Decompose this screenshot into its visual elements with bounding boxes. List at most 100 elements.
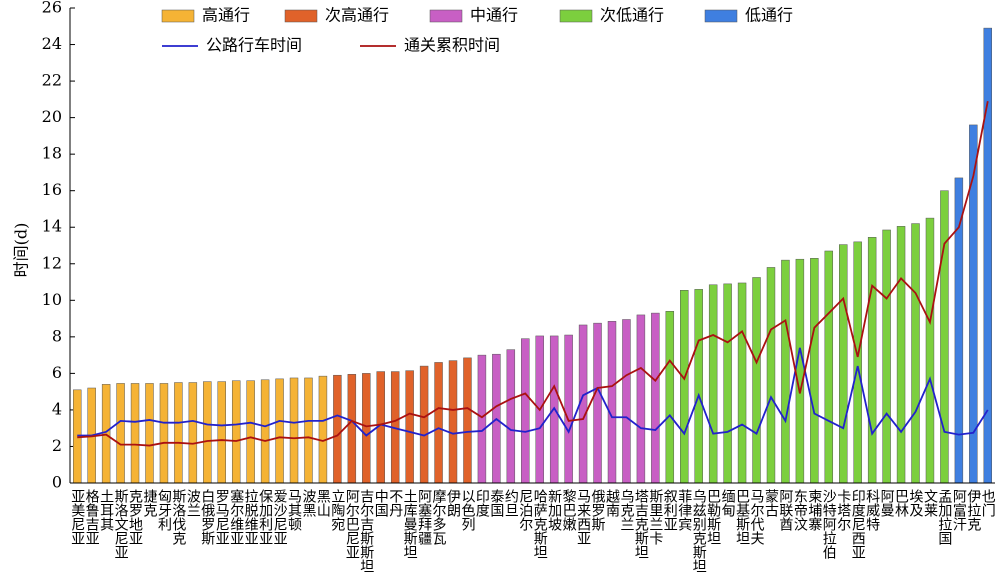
x-tick-label: 印度尼西亚 bbox=[850, 489, 866, 559]
x-tick-label: 尼泊尔 bbox=[517, 489, 533, 531]
y-tick-label: 6 bbox=[52, 363, 62, 382]
x-tick-label: 阿塞拜疆 bbox=[416, 489, 432, 545]
legend-label: 通关累积时间 bbox=[404, 36, 500, 55]
y-axis-label: 时间(d) bbox=[12, 223, 31, 278]
x-tick-label: 菲律宾 bbox=[676, 489, 692, 531]
bar bbox=[275, 378, 284, 484]
bar bbox=[448, 360, 458, 484]
bar bbox=[680, 290, 689, 484]
x-tick-label: 缅甸 bbox=[720, 489, 736, 518]
bar bbox=[752, 277, 761, 484]
x-tick-label: 阿曼 bbox=[879, 489, 895, 517]
bar bbox=[419, 365, 429, 484]
x-tick-label: 阿尔巴尼亚 bbox=[344, 489, 360, 559]
bar bbox=[723, 283, 732, 484]
x-tick-label: 罗马尼亚 bbox=[214, 489, 230, 545]
x-tick-label: 马尔代夫 bbox=[749, 489, 765, 545]
legend-label: 低通行 bbox=[745, 6, 793, 25]
bar bbox=[246, 380, 255, 484]
legend-label: 次低通行 bbox=[600, 6, 664, 25]
y-tick-label: 0 bbox=[52, 473, 62, 492]
x-tick-label: 乌兹别克斯坦 bbox=[691, 489, 707, 573]
bar bbox=[708, 284, 718, 484]
x-tick-label: 也门 bbox=[980, 489, 996, 518]
x-tick-label: 波兰 bbox=[185, 489, 201, 517]
x-tick-label: 阿联酋 bbox=[777, 489, 793, 531]
bar bbox=[405, 370, 414, 484]
bar bbox=[159, 383, 169, 484]
bar bbox=[896, 226, 906, 484]
bar bbox=[477, 354, 487, 484]
x-tick-label: 亚美尼亚 bbox=[69, 489, 85, 545]
x-tick-label: 蒙古 bbox=[763, 489, 779, 517]
x-tick-label: 马其顿 bbox=[286, 489, 302, 531]
x-tick-label: 以色列 bbox=[459, 489, 475, 532]
bar bbox=[867, 237, 877, 484]
x-tick-label: 土库曼斯坦 bbox=[402, 489, 418, 559]
bar bbox=[116, 383, 125, 484]
bar bbox=[925, 217, 935, 484]
x-tick-label: 东帝汶 bbox=[792, 489, 808, 531]
bar bbox=[463, 357, 472, 484]
x-tick-label: 印度 bbox=[474, 489, 490, 517]
bar bbox=[101, 384, 111, 484]
y-tick-label: 18 bbox=[42, 144, 62, 163]
x-tick-label: 约旦 bbox=[503, 489, 519, 517]
x-tick-label: 马来西亚 bbox=[575, 489, 591, 545]
x-tick-label: 匈牙利 bbox=[156, 489, 172, 531]
bar bbox=[607, 321, 617, 484]
x-tick-label: 沙特阿拉伯 bbox=[821, 489, 837, 559]
line bbox=[77, 347, 989, 437]
bar bbox=[651, 312, 660, 484]
legend-swatch bbox=[284, 9, 318, 23]
x-tick-label: 泰国 bbox=[488, 489, 504, 517]
bar bbox=[636, 314, 646, 484]
bar bbox=[824, 250, 834, 484]
x-tick-label: 格鲁吉亚 bbox=[84, 489, 100, 545]
bar bbox=[853, 241, 862, 484]
x-tick-label: 阿富汗 bbox=[951, 489, 967, 531]
bar bbox=[260, 379, 270, 484]
y-tick-label: 20 bbox=[42, 107, 62, 126]
bar bbox=[434, 362, 443, 484]
x-tick-label: 塔吉克斯坦 bbox=[633, 489, 649, 559]
bar bbox=[694, 289, 703, 484]
bar bbox=[333, 374, 342, 484]
x-tick-label: 伊朗 bbox=[445, 489, 461, 518]
x-tick-label: 塞尔维亚 bbox=[228, 488, 244, 545]
x-tick-label: 巴勒斯坦 bbox=[705, 489, 721, 545]
bar bbox=[810, 258, 819, 484]
x-tick-label: 捷克 bbox=[141, 489, 157, 518]
legend-swatch bbox=[429, 9, 463, 23]
x-tick-label: 哈萨克斯坦 bbox=[532, 489, 548, 559]
x-tick-label: 斯洛伐克 bbox=[170, 489, 186, 546]
bar bbox=[188, 382, 198, 484]
bar bbox=[231, 380, 241, 484]
bar bbox=[521, 338, 530, 484]
legend-swatch bbox=[161, 9, 195, 23]
bar bbox=[954, 177, 964, 484]
x-tick-label: 黎巴嫩 bbox=[561, 489, 577, 531]
x-tick-label: 白俄罗斯 bbox=[199, 489, 215, 546]
y-tick-label: 14 bbox=[42, 217, 62, 236]
y-tick-label: 26 bbox=[42, 0, 62, 17]
x-tick-label: 摩尔多瓦 bbox=[431, 488, 447, 546]
x-tick-label: 新加坡 bbox=[546, 489, 562, 531]
x-tick-label: 吉尔吉斯斯坦 bbox=[358, 489, 374, 573]
bar bbox=[217, 381, 226, 484]
bar bbox=[145, 383, 154, 484]
y-tick-label: 10 bbox=[42, 290, 62, 309]
x-tick-label: 不丹 bbox=[387, 489, 403, 518]
bar bbox=[174, 382, 183, 484]
bar bbox=[347, 374, 357, 484]
x-tick-label: 中国 bbox=[373, 489, 389, 517]
bar bbox=[882, 229, 891, 484]
bar bbox=[795, 258, 805, 484]
x-tick-label: 孟加拉国 bbox=[936, 489, 952, 545]
legend-swatch bbox=[704, 9, 738, 23]
x-tick-label: 卡塔尔 bbox=[835, 489, 851, 531]
bar bbox=[665, 311, 675, 484]
x-tick-label: 立陶宛 bbox=[329, 489, 345, 532]
x-tick-label: 保加利亚 bbox=[257, 489, 273, 545]
bar bbox=[362, 373, 371, 484]
